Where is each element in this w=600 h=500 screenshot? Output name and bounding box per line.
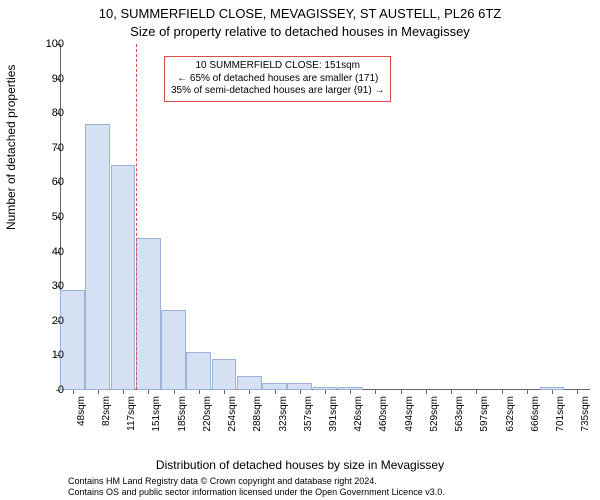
histogram-bar — [313, 387, 338, 390]
histogram-bar — [136, 238, 161, 390]
y-tick-label: 50 — [34, 211, 64, 223]
x-tick-mark — [426, 390, 427, 394]
x-tick-label: 323sqm — [278, 396, 289, 432]
y-tick-label: 30 — [34, 280, 64, 292]
x-tick-label: 563sqm — [454, 396, 465, 432]
x-tick-label: 391sqm — [328, 396, 339, 432]
x-tick-mark — [325, 390, 326, 394]
y-tick-label: 80 — [34, 107, 64, 119]
x-tick-label: 597sqm — [479, 396, 490, 432]
x-tick-mark — [123, 390, 124, 394]
histogram-plot: 48sqm82sqm117sqm151sqm185sqm220sqm254sqm… — [60, 44, 590, 390]
x-tick-label: 632sqm — [505, 396, 516, 432]
credits-line1: Contains HM Land Registry data © Crown c… — [68, 476, 445, 487]
x-tick-mark — [98, 390, 99, 394]
credits-text: Contains HM Land Registry data © Crown c… — [68, 476, 445, 498]
annotation-line3: 35% of semi-detached houses are larger (… — [171, 85, 384, 98]
y-tick-label: 40 — [34, 246, 64, 258]
histogram-bar — [85, 124, 110, 390]
chart-title-subtitle: Size of property relative to detached ho… — [0, 24, 600, 39]
x-tick-mark — [249, 390, 250, 394]
x-tick-mark — [552, 390, 553, 394]
y-tick-label: 20 — [34, 315, 64, 327]
x-tick-label: 701sqm — [555, 396, 566, 432]
histogram-bar — [60, 290, 85, 390]
x-tick-label: 117sqm — [126, 396, 137, 431]
x-axis-label: Distribution of detached houses by size … — [0, 458, 600, 472]
x-tick-mark — [73, 390, 74, 394]
annotation-box: 10 SUMMERFIELD CLOSE: 151sqm← 65% of det… — [164, 56, 391, 102]
x-tick-label: 494sqm — [404, 396, 415, 432]
annotation-line1: 10 SUMMERFIELD CLOSE: 151sqm — [171, 60, 384, 73]
y-tick-label: 70 — [34, 142, 64, 154]
x-tick-mark — [527, 390, 528, 394]
x-tick-label: 666sqm — [530, 396, 541, 432]
x-tick-label: 185sqm — [177, 396, 188, 432]
x-tick-label: 82sqm — [101, 396, 112, 426]
histogram-bar — [540, 387, 565, 390]
y-tick-label: 60 — [34, 176, 64, 188]
y-tick-label: 100 — [34, 38, 64, 50]
annotation-line2: ← 65% of detached houses are smaller (17… — [171, 73, 384, 86]
x-tick-mark — [476, 390, 477, 394]
x-tick-mark — [224, 390, 225, 394]
y-tick-label: 90 — [34, 73, 64, 85]
x-tick-label: 288sqm — [252, 396, 263, 432]
x-tick-mark — [577, 390, 578, 394]
x-tick-mark — [275, 390, 276, 394]
histogram-bar — [338, 387, 363, 390]
y-axis-label: Number of detached properties — [4, 65, 18, 230]
x-tick-mark — [300, 390, 301, 394]
histogram-bar — [186, 352, 211, 390]
histogram-bar — [287, 383, 312, 390]
histogram-bar — [237, 376, 262, 390]
histogram-bar — [161, 310, 186, 390]
x-tick-mark — [375, 390, 376, 394]
x-tick-mark — [148, 390, 149, 394]
credits-line2: Contains OS and public sector informatio… — [68, 487, 445, 498]
x-tick-mark — [451, 390, 452, 394]
x-tick-label: 735sqm — [580, 396, 591, 432]
x-tick-mark — [502, 390, 503, 394]
reference-line — [136, 44, 137, 390]
x-tick-label: 357sqm — [303, 396, 314, 432]
x-tick-label: 529sqm — [429, 396, 440, 432]
chart-title-address: 10, SUMMERFIELD CLOSE, MEVAGISSEY, ST AU… — [0, 6, 600, 21]
x-tick-label: 460sqm — [378, 396, 389, 432]
x-tick-label: 151sqm — [151, 396, 162, 432]
x-tick-label: 426sqm — [353, 396, 364, 432]
y-tick-label: 10 — [34, 349, 64, 361]
x-tick-label: 220sqm — [202, 396, 213, 432]
x-tick-label: 254sqm — [227, 396, 238, 432]
histogram-bar — [262, 383, 287, 390]
x-tick-mark — [350, 390, 351, 394]
x-tick-mark — [401, 390, 402, 394]
y-tick-label: 0 — [34, 384, 64, 396]
histogram-bar — [212, 359, 237, 390]
x-tick-mark — [199, 390, 200, 394]
x-tick-mark — [174, 390, 175, 394]
histogram-bar — [111, 165, 136, 390]
x-tick-label: 48sqm — [76, 396, 87, 426]
